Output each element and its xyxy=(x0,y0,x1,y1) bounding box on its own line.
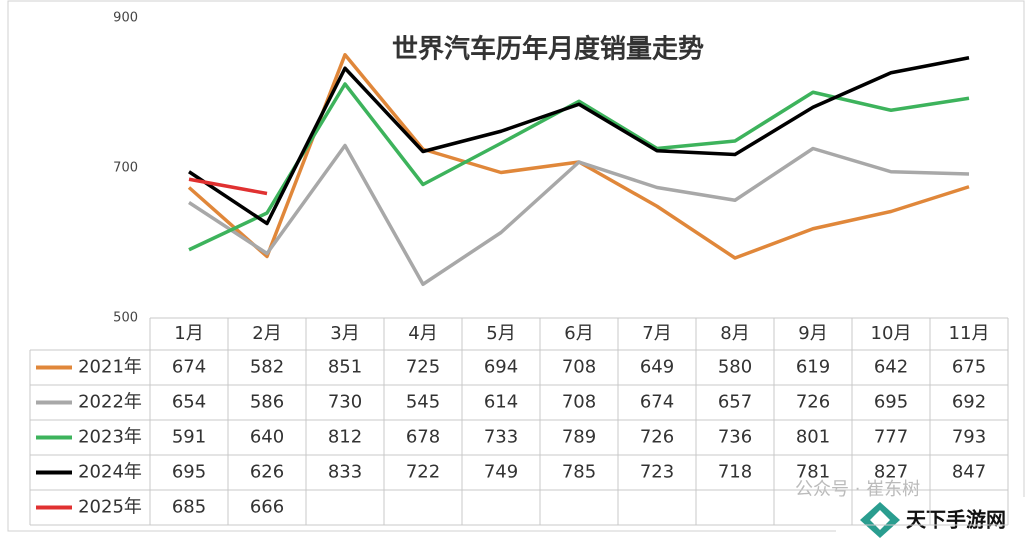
table-value: 666 xyxy=(250,497,284,518)
table-value: 695 xyxy=(172,462,206,483)
table-value: 801 xyxy=(796,427,830,448)
x-tick-label: 11月 xyxy=(949,323,990,344)
x-tick-label: 2月 xyxy=(252,323,281,344)
legend-label: 2024年 xyxy=(78,462,142,483)
table-value: 793 xyxy=(952,427,986,448)
table-value: 692 xyxy=(952,392,986,413)
table-value: 781 xyxy=(796,462,830,483)
x-tick-label: 6月 xyxy=(564,323,593,344)
table-value: 708 xyxy=(562,357,596,378)
table-value: 545 xyxy=(406,392,440,413)
site-name: 天下手游网 xyxy=(906,508,1006,532)
table-value: 833 xyxy=(328,462,362,483)
series-line xyxy=(188,143,970,286)
legend-label: 2025年 xyxy=(78,497,142,518)
table-value: 586 xyxy=(250,392,284,413)
table-value: 674 xyxy=(640,392,674,413)
table-value: 580 xyxy=(718,357,752,378)
table-value: 695 xyxy=(874,392,908,413)
x-tick-label: 5月 xyxy=(486,323,515,344)
legend-label: 2021年 xyxy=(78,357,142,378)
table-value: 812 xyxy=(328,427,362,448)
y-tick-label: 900 xyxy=(113,11,138,26)
table-value: 626 xyxy=(250,462,284,483)
x-tick-label: 9月 xyxy=(798,323,827,344)
table-value: 726 xyxy=(640,427,674,448)
table-value: 685 xyxy=(172,497,206,518)
frame xyxy=(7,0,1025,532)
table-value: 591 xyxy=(172,427,206,448)
table-value: 777 xyxy=(874,427,908,448)
table-value: 749 xyxy=(484,462,518,483)
table-value: 847 xyxy=(952,462,986,483)
table-value: 678 xyxy=(406,427,440,448)
table-value: 733 xyxy=(484,427,518,448)
chart-title: 世界汽车历年月度销量走势 xyxy=(392,34,704,65)
table-value: 718 xyxy=(718,462,752,483)
table-value: 614 xyxy=(484,392,518,413)
table-value: 730 xyxy=(328,392,362,413)
x-tick-label: 10月 xyxy=(871,323,912,344)
x-tick-label: 8月 xyxy=(720,323,749,344)
table-value: 851 xyxy=(328,357,362,378)
table-value: 619 xyxy=(796,357,830,378)
table-value: 725 xyxy=(406,357,440,378)
table-value: 582 xyxy=(250,357,284,378)
table-value: 722 xyxy=(406,462,440,483)
table-value: 675 xyxy=(952,357,986,378)
table-value: 654 xyxy=(172,392,206,413)
table-value: 694 xyxy=(484,357,518,378)
y-tick-label: 500 xyxy=(113,311,138,326)
table-value: 827 xyxy=(874,462,908,483)
series-line xyxy=(188,177,268,196)
table-value: 674 xyxy=(172,357,206,378)
table-value: 736 xyxy=(718,427,752,448)
table-value: 785 xyxy=(562,462,596,483)
series-line xyxy=(188,82,970,252)
x-tick-label: 3月 xyxy=(330,323,359,344)
x-tick-label: 7月 xyxy=(642,323,671,344)
table-value: 642 xyxy=(874,357,908,378)
x-tick-label: 4月 xyxy=(408,323,437,344)
table-value: 723 xyxy=(640,462,674,483)
x-tick-label: 1月 xyxy=(174,323,203,344)
y-tick-label: 700 xyxy=(113,161,138,176)
table-value: 726 xyxy=(796,392,830,413)
series-line xyxy=(187,53,970,260)
table-value: 640 xyxy=(250,427,284,448)
series-line xyxy=(188,56,970,226)
table-value: 789 xyxy=(562,427,596,448)
legend-label: 2022年 xyxy=(78,392,142,413)
table-value: 649 xyxy=(640,357,674,378)
table-value: 708 xyxy=(562,392,596,413)
table-value: 657 xyxy=(718,392,752,413)
legend-label: 2023年 xyxy=(78,427,142,448)
